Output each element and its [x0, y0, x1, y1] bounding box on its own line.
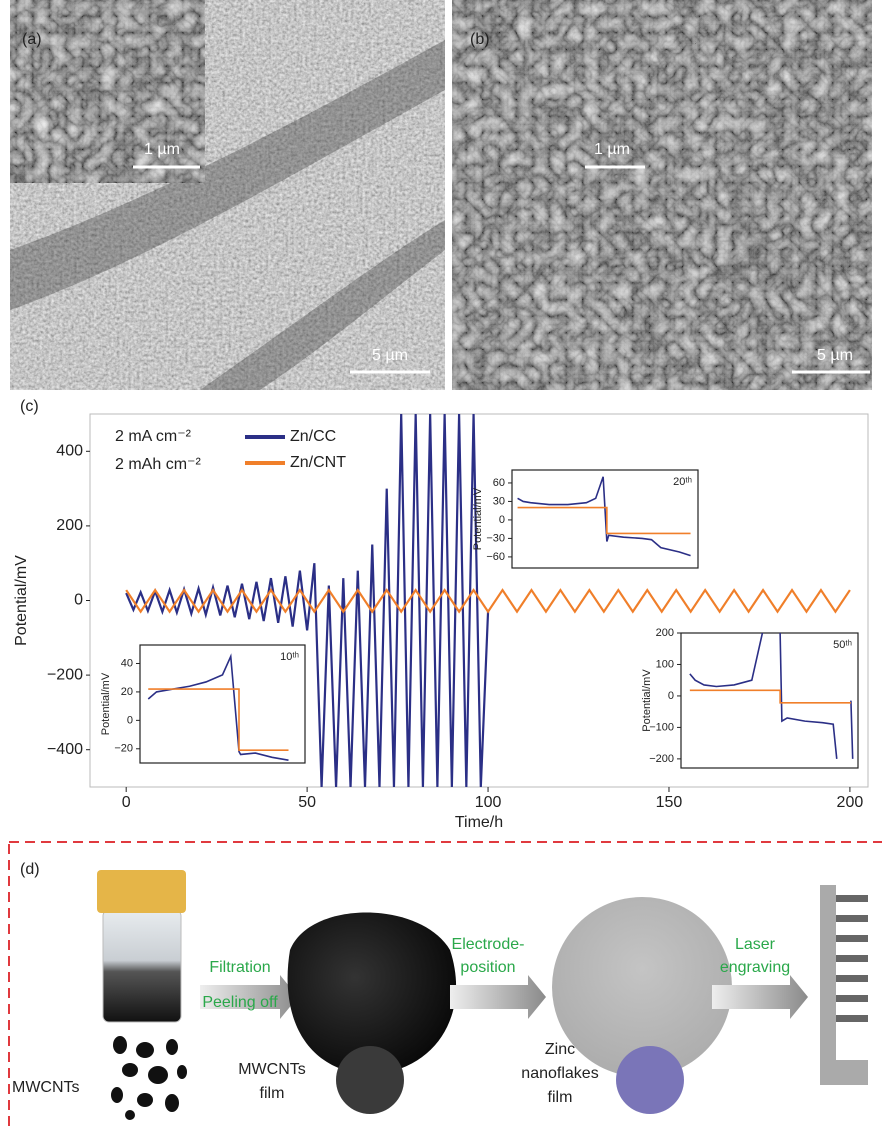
- y-tick-label: 40: [121, 657, 133, 669]
- y-tick-label: 0: [127, 714, 133, 726]
- panel-label: (b): [470, 31, 490, 48]
- x-tick-label: 150: [656, 794, 683, 811]
- scale-label: 5 µm: [817, 347, 853, 364]
- annotation: 2 mA cm⁻²: [115, 428, 192, 445]
- y-tick-label: −30: [486, 532, 505, 544]
- y-axis-label: Potential/mV: [641, 669, 653, 732]
- y-axis-label: Potential/mV: [100, 672, 112, 735]
- y-axis-label: Potential/mV: [472, 487, 484, 550]
- step-label: engraving: [720, 959, 790, 976]
- sem-image-a: [10, 0, 445, 390]
- inset-label: 10ᵗʰ: [280, 651, 299, 663]
- panel-label: (a): [22, 31, 42, 48]
- y-tick-label: 400: [56, 443, 83, 460]
- x-tick-label: 0: [122, 794, 131, 811]
- y-tick-label: 30: [493, 495, 505, 507]
- y-tick-label: −400: [47, 741, 83, 758]
- inset-label: 50ᵗʰ: [833, 639, 852, 651]
- step-label: Laser: [735, 936, 776, 953]
- sem-image-b: [452, 0, 872, 390]
- inset-label: 20ᵗʰ: [673, 476, 692, 488]
- scale-label: 1 µm: [594, 141, 630, 158]
- x-tick-label: 100: [475, 794, 502, 811]
- process-diagram: [9, 842, 882, 1127]
- y-axis-label: Potential/mV: [13, 555, 30, 646]
- step-label: Peeling off: [202, 994, 278, 1011]
- y-tick-label: −20: [114, 743, 133, 755]
- figure: (a) 1 µm 5 µm (b) 1 µm 5 µm −400−2000200…: [0, 0, 882, 1127]
- material-label: film: [260, 1085, 285, 1102]
- x-axis-label: Time/h: [455, 814, 503, 831]
- plot-frame: [681, 633, 858, 768]
- panel-label: (d): [20, 861, 40, 878]
- y-tick-label: −200: [649, 753, 674, 765]
- panel-label: (c): [20, 398, 39, 415]
- y-tick-label: 200: [656, 627, 674, 639]
- y-tick-label: 0: [74, 592, 83, 609]
- y-tick-label: 20: [121, 686, 133, 698]
- step-label: position: [460, 959, 515, 976]
- annotation: 2 mAh cm⁻²: [115, 456, 201, 473]
- material-label: Zinc: [545, 1041, 575, 1058]
- material-label: film: [548, 1089, 573, 1106]
- y-tick-label: −200: [47, 666, 83, 683]
- y-tick-label: 100: [656, 658, 674, 670]
- y-tick-label: 0: [499, 514, 505, 526]
- material-label: MWCNTs: [12, 1079, 80, 1096]
- material-label: nanoflakes: [521, 1065, 598, 1082]
- legend-label: Zn/CC: [290, 428, 336, 445]
- y-tick-label: −60: [486, 551, 505, 563]
- material-label: MWCNTs: [238, 1061, 306, 1078]
- x-tick-label: 50: [298, 794, 316, 811]
- legend-label: Zn/CNT: [290, 454, 346, 471]
- y-tick-label: 200: [56, 517, 83, 534]
- scale-label: 1 µm: [144, 141, 180, 158]
- y-tick-label: 60: [493, 477, 505, 489]
- y-tick-label: 0: [668, 690, 674, 702]
- x-tick-label: 200: [837, 794, 864, 811]
- step-label: Filtration: [209, 959, 270, 976]
- y-tick-label: −100: [649, 721, 674, 733]
- scale-label: 5 µm: [372, 347, 408, 364]
- step-label: Electrode-: [452, 936, 525, 953]
